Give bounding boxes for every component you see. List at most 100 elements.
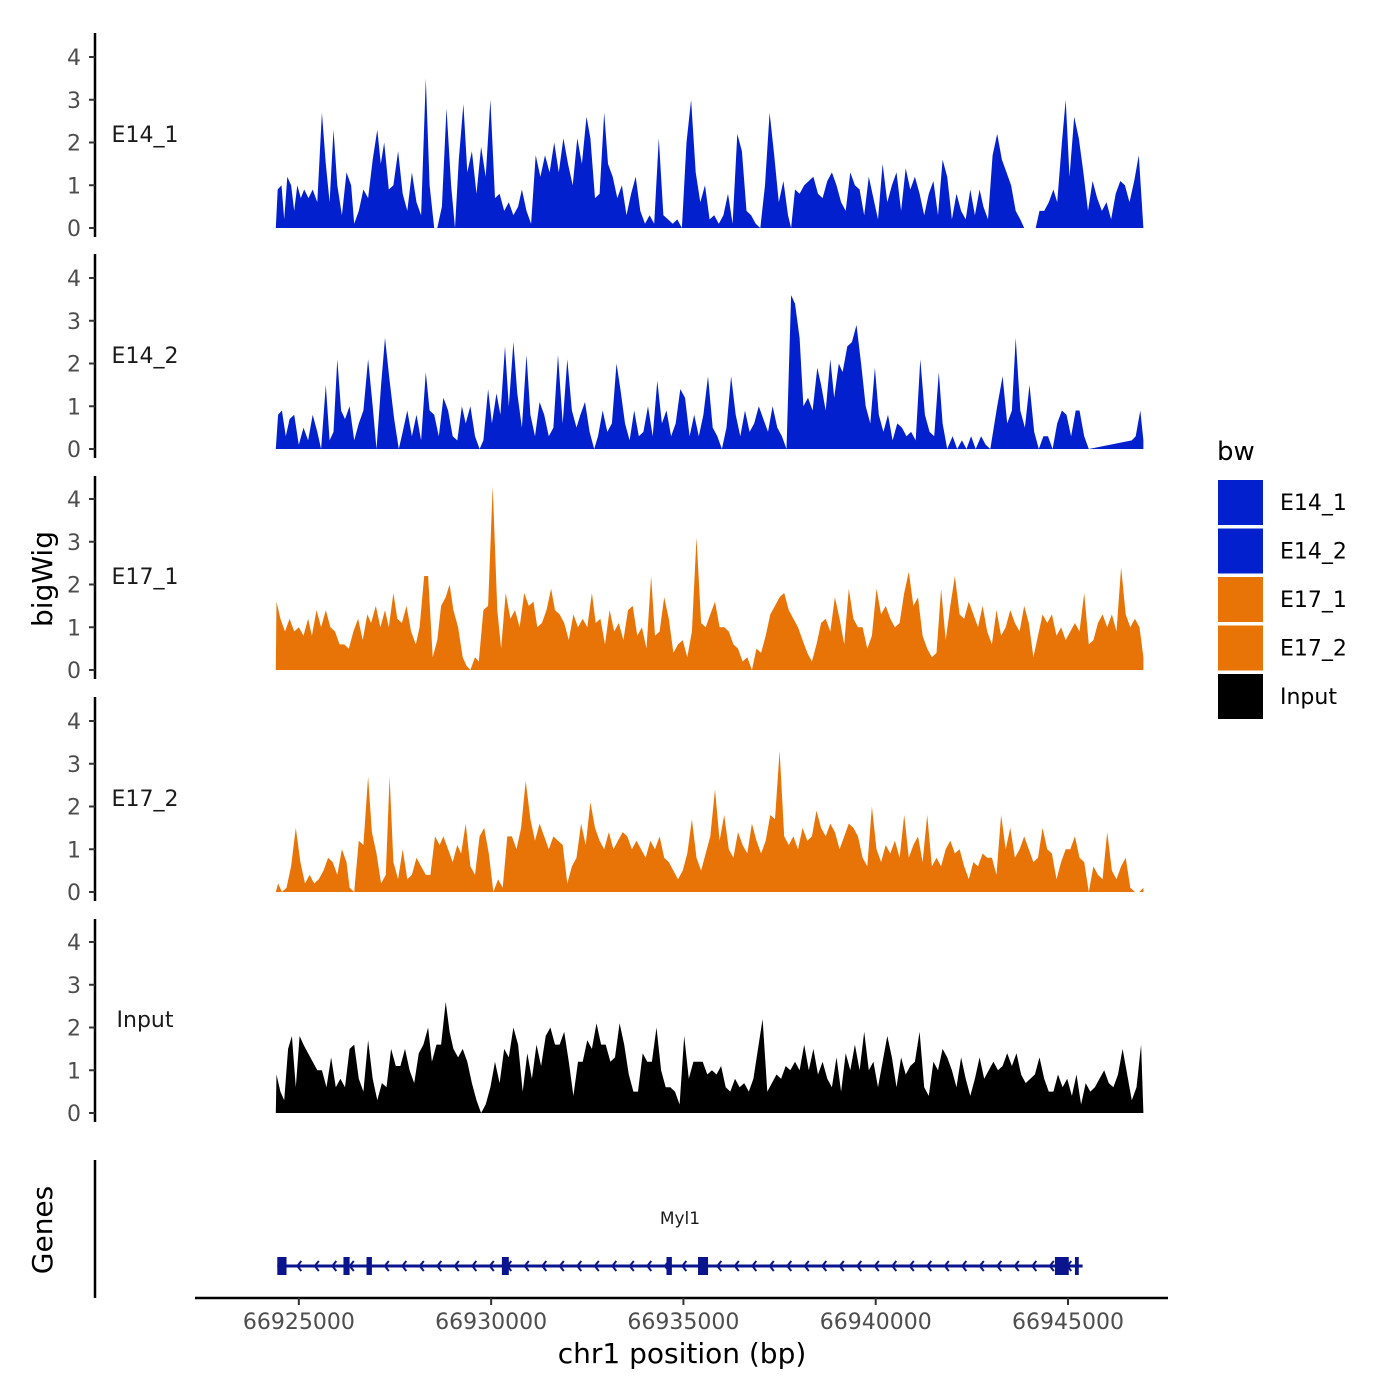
y-tick-label: 1 <box>67 174 81 199</box>
genes-track-title: Genes <box>26 1186 59 1274</box>
strand-arrow <box>716 1260 723 1272</box>
legend-label: E17_1 <box>1280 588 1347 613</box>
legend-swatch-E14_1 <box>1218 480 1263 525</box>
y-tick-label: 3 <box>67 974 81 999</box>
x-tick-label: 66930000 <box>435 1310 547 1335</box>
strand-arrow <box>856 1260 863 1272</box>
y-tick-label: 0 <box>67 438 81 463</box>
strand-arrow <box>908 1260 915 1272</box>
y-tick-label: 3 <box>67 89 81 114</box>
track-label: E17_2 <box>112 787 179 812</box>
strand-arrow <box>1031 1260 1038 1272</box>
y-tick-label: 4 <box>67 267 81 292</box>
strand-arrow <box>961 1260 968 1272</box>
coverage-area-E14_2 <box>275 295 1144 449</box>
strand-arrow <box>926 1260 933 1272</box>
gene-name-label: Myl1 <box>660 1209 700 1229</box>
x-tick-label: 66935000 <box>627 1310 739 1335</box>
strand-arrow <box>821 1260 828 1272</box>
strand-arrow <box>996 1260 1003 1272</box>
strand-arrow <box>943 1260 950 1272</box>
exon-block <box>366 1257 372 1275</box>
legend-label: E17_2 <box>1280 637 1347 662</box>
legend-swatch-E14_2 <box>1218 528 1263 574</box>
legend-swatch-E17_1 <box>1218 577 1263 622</box>
strand-arrow <box>768 1260 775 1272</box>
x-axis: 66925000 66930000 66935000 66940000 66945000 <box>195 1296 1168 1335</box>
x-axis-title: chr1 position (bp) <box>558 1337 807 1370</box>
strand-arrow <box>383 1260 390 1272</box>
legend-title: bw <box>1217 437 1255 467</box>
track-E14_1: 0 1 2 3 4 E14_1 <box>67 33 1144 242</box>
strand-arrow <box>401 1260 408 1272</box>
strand-arrow <box>681 1260 688 1272</box>
track-label: E17_1 <box>112 565 179 590</box>
x-tick-label: 66925000 <box>243 1310 355 1335</box>
strand-arrow <box>838 1260 845 1272</box>
exon-block <box>698 1257 709 1275</box>
legend-label: E14_2 <box>1280 540 1347 565</box>
y-tick-label: 1 <box>67 616 81 641</box>
strand-arrow <box>331 1260 338 1272</box>
strand-arrow <box>751 1260 758 1272</box>
genes-track: Myl1 <box>93 1160 1083 1298</box>
strand-arrow <box>646 1260 653 1272</box>
y-tick-label: 2 <box>67 1017 81 1042</box>
y-tick-label: 2 <box>67 132 81 157</box>
track-label: E14_1 <box>112 123 179 148</box>
strand-arrow <box>541 1260 548 1272</box>
coverage-area-E17_2 <box>275 750 1144 892</box>
y-tick-label: 0 <box>67 881 81 906</box>
track-E17_1: 0 1 2 3 4 E17_1 <box>67 476 1144 684</box>
y-axis-title: bigWig <box>26 531 59 627</box>
y-tick-label: 2 <box>67 353 81 378</box>
exon-block <box>277 1257 287 1275</box>
strand-arrow <box>436 1260 443 1272</box>
y-tick-label: 3 <box>67 531 81 556</box>
y-tick-label: 4 <box>67 710 81 735</box>
exon-block <box>1054 1257 1069 1275</box>
y-tick-label: 4 <box>67 488 81 513</box>
exon-block <box>1074 1257 1079 1275</box>
strand-arrow <box>873 1260 880 1272</box>
strand-arrow <box>296 1260 303 1272</box>
y-tick-label: 0 <box>67 659 81 684</box>
strand-arrow <box>558 1260 565 1272</box>
y-tick-label: 3 <box>67 753 81 778</box>
legend-swatch-E17_2 <box>1218 625 1263 671</box>
exon-block <box>666 1257 672 1275</box>
tracks-layer: 0 1 2 3 4 E14_1 0 1 2 3 4 E14_2 0 1 2 3 4 E17_1 0 1 2 3 4 E17_2… <box>67 33 1144 1127</box>
strand-arrow <box>978 1260 985 1272</box>
coverage-area-E14_1 <box>275 78 1144 229</box>
track-label: E14_2 <box>112 344 179 369</box>
coverage-area-Input <box>275 1001 1144 1113</box>
x-tick-label: 66945000 <box>1012 1310 1124 1335</box>
coverage-area-E17_1 <box>275 486 1144 670</box>
track-Input: 0 1 2 3 4 Input <box>67 919 1144 1127</box>
track-label: Input <box>117 1008 174 1033</box>
y-tick-label: 4 <box>67 46 81 71</box>
strand-arrow <box>733 1260 740 1272</box>
strand-arrow <box>348 1260 355 1272</box>
y-tick-label: 1 <box>67 838 81 863</box>
exon-block <box>501 1257 509 1275</box>
legend-swatch-Input <box>1218 674 1263 719</box>
legend-label: E14_1 <box>1280 491 1347 516</box>
strand-arrow <box>418 1260 425 1272</box>
strand-arrow <box>488 1260 495 1272</box>
y-tick-label: 2 <box>67 574 81 599</box>
strand-arrow <box>471 1260 478 1272</box>
exon-block <box>343 1257 350 1275</box>
strand-arrow <box>891 1260 898 1272</box>
y-tick-label: 0 <box>67 217 81 242</box>
strand-arrow <box>453 1260 460 1272</box>
strand-arrow <box>313 1260 320 1272</box>
y-tick-label: 3 <box>67 310 81 335</box>
track-E14_2: 0 1 2 3 4 E14_2 <box>67 254 1144 463</box>
track-E17_2: 0 1 2 3 4 E17_2 <box>67 697 1144 906</box>
y-tick-label: 1 <box>67 395 81 420</box>
strand-arrow <box>803 1260 810 1272</box>
x-tick-label: 66940000 <box>820 1310 932 1335</box>
y-tick-label: 1 <box>67 1059 81 1084</box>
